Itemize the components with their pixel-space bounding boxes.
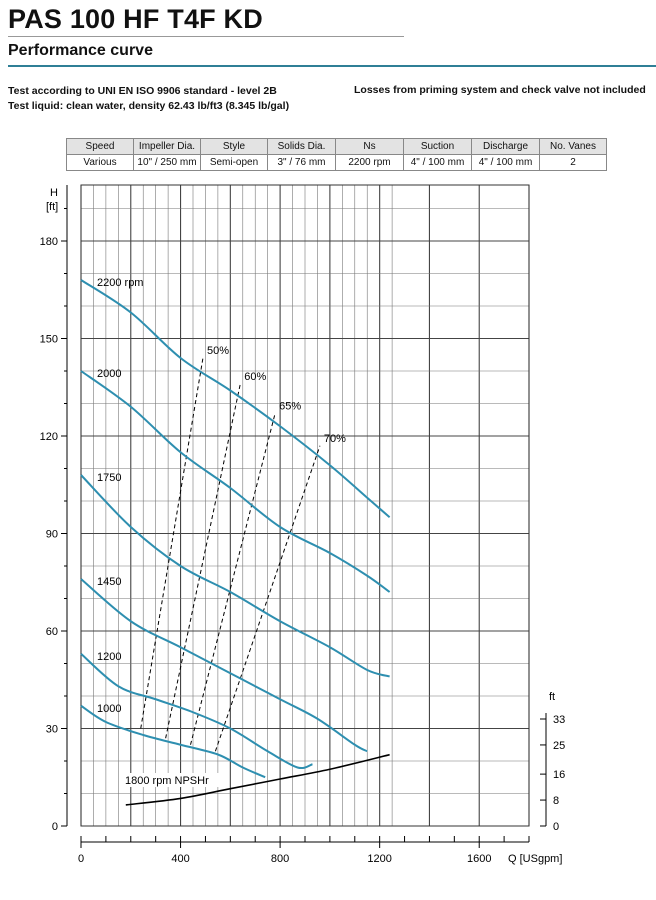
y-tick-label: 120	[40, 431, 58, 443]
y-tick-label: 150	[40, 334, 58, 346]
y2-tick-label: 25	[553, 740, 565, 752]
specs-header-cell: Ns	[335, 138, 404, 155]
y2-tick-label: 8	[553, 795, 559, 807]
head-curve	[80, 370, 391, 593]
specs-value-cell: 4" / 100 mm	[471, 154, 540, 171]
standard-line: Test according to UNI EN ISO 9906 standa…	[8, 85, 277, 97]
page-subtitle: Performance curve	[8, 42, 153, 59]
head-curve-label: 1000	[97, 703, 121, 715]
efficiency-label: 60%	[244, 371, 266, 383]
test-info: Test according to UNI EN ISO 9906 standa…	[8, 84, 289, 114]
npsh-label: 1800 rpm NPSHr	[125, 775, 209, 787]
x-tick-label: 0	[78, 853, 84, 865]
npsh-label-bg	[122, 773, 222, 787]
x-tick-label: 400	[171, 853, 189, 865]
x-tick-label: 1200	[367, 853, 391, 865]
title-divider	[8, 36, 404, 37]
head-curve-label: 1750	[97, 472, 121, 484]
head-curve	[80, 474, 390, 678]
efficiency-label: 70%	[324, 433, 346, 445]
y-tick-label: 0	[52, 821, 58, 833]
head-curve	[80, 652, 313, 770]
x-axis-label: Q [USgpm]	[508, 853, 562, 865]
subtitle-divider	[8, 65, 656, 67]
head-curve	[80, 704, 266, 779]
specs-value-row: Various 10" / 250 mm Semi-open 3" / 76 m…	[66, 154, 607, 171]
y2-tick-label: 33	[553, 714, 565, 726]
x-tick-label: 800	[271, 853, 289, 865]
y-axis-unit: [ft]	[46, 201, 58, 213]
specs-value-cell: Various	[66, 154, 134, 171]
liquid-line: Test liquid: clean water, density 62.43 …	[8, 100, 290, 112]
losses-note: Losses from priming system and check val…	[354, 84, 646, 96]
specs-header-cell: Solids Dia.	[267, 138, 336, 155]
page-title: PAS 100 HF T4F KD	[8, 4, 263, 34]
y-tick-label: 30	[46, 724, 58, 736]
y-axis-label: H	[50, 187, 58, 199]
y-tick-label: 180	[40, 236, 58, 248]
y-tick-label: 90	[46, 529, 58, 541]
efficiency-label: 65%	[279, 400, 301, 412]
efficiency-line	[165, 383, 241, 739]
efficiency-line	[214, 445, 321, 752]
y2-tick-label: 0	[553, 821, 559, 833]
npsh-curve	[125, 753, 390, 806]
specs-value-cell: 4" / 100 mm	[403, 154, 472, 171]
y2-tick-label: 16	[553, 769, 565, 781]
efficiency-line	[190, 413, 276, 745]
head-curve	[80, 279, 391, 519]
head-curve-label: 2000	[97, 368, 121, 380]
specs-value-cell: 2	[539, 154, 607, 171]
head-curve-label: 2200 rpm	[97, 277, 143, 289]
efficiency-label: 50%	[207, 345, 229, 357]
y2-axis-label: ft	[549, 691, 555, 703]
head-curve	[80, 578, 368, 753]
head-curve-label: 1200	[97, 651, 121, 663]
specs-table: Speed Impeller Dia. Style Solids Dia. Ns…	[66, 138, 607, 171]
y-tick-label: 60	[46, 626, 58, 638]
plot-frame	[80, 184, 530, 827]
specs-header-cell: Discharge	[471, 138, 540, 155]
head-curve-label: 1450	[97, 576, 121, 588]
x-tick-label: 1600	[467, 853, 491, 865]
